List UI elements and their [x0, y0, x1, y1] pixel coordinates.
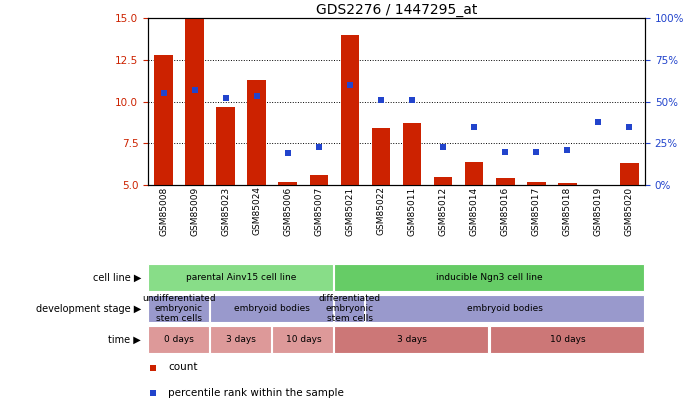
Text: cell line ▶: cell line ▶ — [93, 273, 141, 283]
Text: 0 days: 0 days — [164, 335, 194, 344]
Text: undifferentiated
embryonic
stem cells: undifferentiated embryonic stem cells — [142, 294, 216, 324]
Bar — [216, 107, 235, 185]
Text: differentiated
embryonic
stem cells: differentiated embryonic stem cells — [319, 294, 381, 324]
Bar — [247, 80, 266, 185]
Bar — [465, 162, 484, 185]
Text: 3 days: 3 days — [397, 335, 427, 344]
Text: 10 days: 10 days — [285, 335, 321, 344]
Text: inducible Ngn3 cell line: inducible Ngn3 cell line — [437, 273, 543, 282]
Bar — [527, 182, 546, 185]
Text: 3 days: 3 days — [226, 335, 256, 344]
Bar — [334, 294, 364, 322]
Text: percentile rank within the sample: percentile rank within the sample — [168, 388, 343, 397]
Bar — [310, 175, 328, 185]
Bar — [620, 163, 638, 185]
Text: count: count — [168, 362, 198, 373]
Bar — [372, 128, 390, 185]
Bar — [185, 18, 204, 185]
Bar — [366, 294, 643, 322]
Bar — [148, 294, 209, 322]
Bar — [278, 182, 297, 185]
Bar — [334, 264, 643, 292]
Text: parental Ainv15 cell line: parental Ainv15 cell line — [186, 273, 296, 282]
Text: development stage ▶: development stage ▶ — [36, 303, 141, 313]
Bar — [558, 183, 577, 185]
Bar — [496, 178, 515, 185]
Bar — [210, 294, 333, 322]
Text: embryoid bodies: embryoid bodies — [234, 304, 310, 313]
Bar — [403, 123, 422, 185]
Text: time ▶: time ▶ — [108, 335, 141, 345]
Bar — [148, 326, 209, 354]
Bar — [272, 326, 333, 354]
Text: embryoid bodies: embryoid bodies — [467, 304, 543, 313]
Title: GDS2276 / 1447295_at: GDS2276 / 1447295_at — [316, 3, 477, 17]
Bar — [210, 326, 271, 354]
Bar — [490, 326, 643, 354]
Bar — [434, 177, 453, 185]
Text: 10 days: 10 days — [549, 335, 585, 344]
Bar — [341, 35, 359, 185]
Bar — [154, 55, 173, 185]
Bar — [334, 326, 489, 354]
Bar — [148, 264, 333, 292]
